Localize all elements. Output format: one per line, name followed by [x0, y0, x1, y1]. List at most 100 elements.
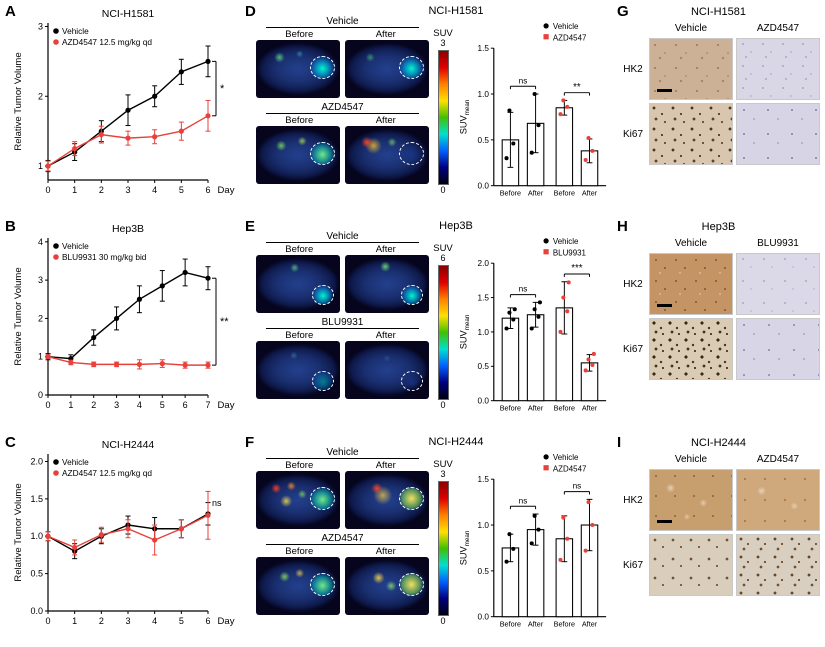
svg-text:1.0: 1.0 — [478, 521, 490, 530]
panel-b-tumor-volume: B Hep3B 0 1 2 3 4 0 1 2 3 4 5 6 7 Day Relative Tumor Vo… — [0, 215, 240, 431]
svg-text:BLU9931: BLU9931 — [553, 248, 587, 257]
svg-text:Vehicle: Vehicle — [553, 22, 579, 31]
svg-text:1: 1 — [38, 161, 43, 171]
tumor-outline — [310, 573, 335, 596]
svg-text:1: 1 — [38, 352, 43, 362]
pet-scan-vehicle-after — [345, 255, 429, 313]
column-label-vehicle: Vehicle — [674, 453, 708, 465]
svg-text:2.0: 2.0 — [30, 456, 43, 466]
suv-bar-chart-nci-h1581: 0.0 0.5 1.0 1.5 SUVmean Vehicle AZD4547 Before A… — [459, 22, 607, 197]
pet-scan-treated-after — [345, 557, 429, 615]
svg-text:After: After — [582, 403, 598, 412]
tumor-volume-chart-nci-h1581: NCI-H1581 1 2 3 0 1 2 3 4 5 6 Day Relative Tumor Vol… — [13, 8, 235, 196]
ihc-image-ki67-vehicle — [649, 534, 733, 596]
svg-text:4: 4 — [152, 185, 157, 195]
pet-scan-vehicle-after — [345, 471, 429, 529]
tumor-outline — [310, 56, 335, 79]
svg-text:1.5: 1.5 — [478, 475, 490, 484]
suv-min-value: 0 — [440, 185, 446, 196]
svg-text:After: After — [528, 188, 544, 197]
svg-text:After: After — [582, 188, 598, 197]
ihc-image-hk2-treated — [736, 469, 820, 531]
suv-colorbar: SUV 3 0 — [433, 459, 453, 627]
suv-gradient — [437, 480, 449, 617]
svg-text:2: 2 — [99, 185, 104, 195]
svg-text:0.5: 0.5 — [30, 569, 43, 579]
pet-scan-vehicle-before — [256, 471, 340, 529]
svg-text:Day: Day — [218, 185, 235, 196]
panel-letter-b: B — [5, 218, 16, 235]
svg-text:Day: Day — [218, 400, 235, 411]
svg-text:5: 5 — [160, 400, 165, 410]
svg-text:1.0: 1.0 — [478, 90, 490, 99]
column-label-vehicle: Vehicle — [674, 22, 708, 34]
svg-text:0: 0 — [45, 185, 50, 195]
pet-image-block: Vehicle Before After BLU9931 Before Afte… — [256, 231, 429, 399]
tumor-outline — [399, 573, 424, 596]
svg-text:0.0: 0.0 — [30, 606, 43, 616]
panel-a-tumor-volume: A NCI-H1581 1 2 3 0 1 2 3 4 5 6 Day Relative Tumor V… — [0, 0, 240, 215]
svg-text:1.5: 1.5 — [478, 44, 490, 53]
svg-text:1: 1 — [72, 616, 77, 626]
before-label: Before — [285, 330, 314, 341]
svg-text:NCI-H2444: NCI-H2444 — [102, 439, 155, 451]
svg-text:ns: ns — [519, 285, 528, 294]
suv-label: SUV — [433, 459, 453, 470]
svg-text:5: 5 — [179, 616, 184, 626]
svg-text:**: ** — [573, 82, 581, 93]
svg-text:ns: ns — [212, 498, 222, 508]
tumor-outline — [312, 371, 334, 391]
svg-text:3: 3 — [125, 616, 130, 626]
panel-title: NCI-H1581 — [690, 6, 747, 18]
suv-min-value: 0 — [440, 400, 446, 411]
suv-max-value: 6 — [440, 253, 446, 263]
pet-scan-treated-before — [256, 126, 340, 184]
column-label-treatment: BLU9931 — [757, 237, 799, 249]
ihc-image-ki67-vehicle — [649, 318, 733, 380]
svg-text:Vehicle: Vehicle — [62, 26, 89, 36]
suv-colorbar: SUV 3 0 — [433, 28, 453, 196]
row-label-ki67: Ki67 — [622, 559, 643, 571]
panel-letter-e: E — [245, 218, 256, 235]
column-label-treatment: AZD4547 — [756, 22, 800, 34]
svg-text:Day: Day — [218, 616, 235, 627]
svg-text:6: 6 — [205, 616, 210, 626]
panel-title: Hep3B — [439, 220, 473, 232]
svg-text:2: 2 — [38, 313, 43, 323]
group-label-vehicle: Vehicle — [266, 231, 419, 243]
svg-text:1: 1 — [68, 400, 73, 410]
svg-text:After: After — [528, 403, 544, 412]
scale-bar — [657, 304, 672, 307]
svg-text:1.5: 1.5 — [30, 494, 43, 504]
panel-title: NCI-H2444 — [690, 437, 747, 449]
scale-bar — [657, 89, 672, 92]
svg-text:2: 2 — [99, 616, 104, 626]
panel-e-pet-suv: E Hep3B Vehicle Before After BLU9931 Bef… — [240, 215, 612, 431]
tumor-outline — [310, 487, 335, 510]
ihc-image-hk2-vehicle — [649, 469, 733, 531]
svg-text:AZD4547 12.5 mg/kg qd: AZD4547 12.5 mg/kg qd — [62, 468, 152, 478]
svg-text:Before: Before — [554, 188, 575, 197]
ihc-image-hk2-treated — [736, 253, 820, 315]
row-label-ki67: Ki67 — [622, 128, 643, 140]
pet-scan-treated-after — [345, 341, 429, 399]
svg-text:3: 3 — [38, 21, 43, 31]
svg-text:Vehicle: Vehicle — [62, 457, 89, 467]
svg-text:Vehicle: Vehicle — [553, 237, 579, 246]
pet-image-block: Vehicle Before After AZD4547 Before Afte… — [256, 16, 429, 184]
svg-text:ns: ns — [519, 76, 528, 85]
svg-text:0.0: 0.0 — [478, 613, 490, 622]
panel-d-pet-suv: D NCI-H1581 Vehicle Before After AZD4547… — [240, 0, 612, 215]
panel-title: NCI-H2444 — [428, 436, 484, 448]
after-label: After — [375, 29, 396, 40]
svg-text:1.0: 1.0 — [30, 531, 43, 541]
svg-text:Vehicle: Vehicle — [62, 241, 89, 251]
panel-letter-g: G — [617, 3, 629, 20]
panel-g-ihc: G NCI-H1581 Vehicle AZD4547 HK2 Ki67 — [612, 0, 825, 215]
ihc-image-ki67-treated — [736, 103, 820, 165]
after-label: After — [375, 244, 396, 255]
tumor-volume-chart-nci-h2444: NCI-H2444 0.0 0.5 1.0 1.5 2.0 0 1 2 3 4 5 6 Day Relati… — [13, 439, 235, 627]
svg-text:SUVmean: SUVmean — [459, 99, 471, 134]
svg-text:4: 4 — [137, 400, 142, 410]
